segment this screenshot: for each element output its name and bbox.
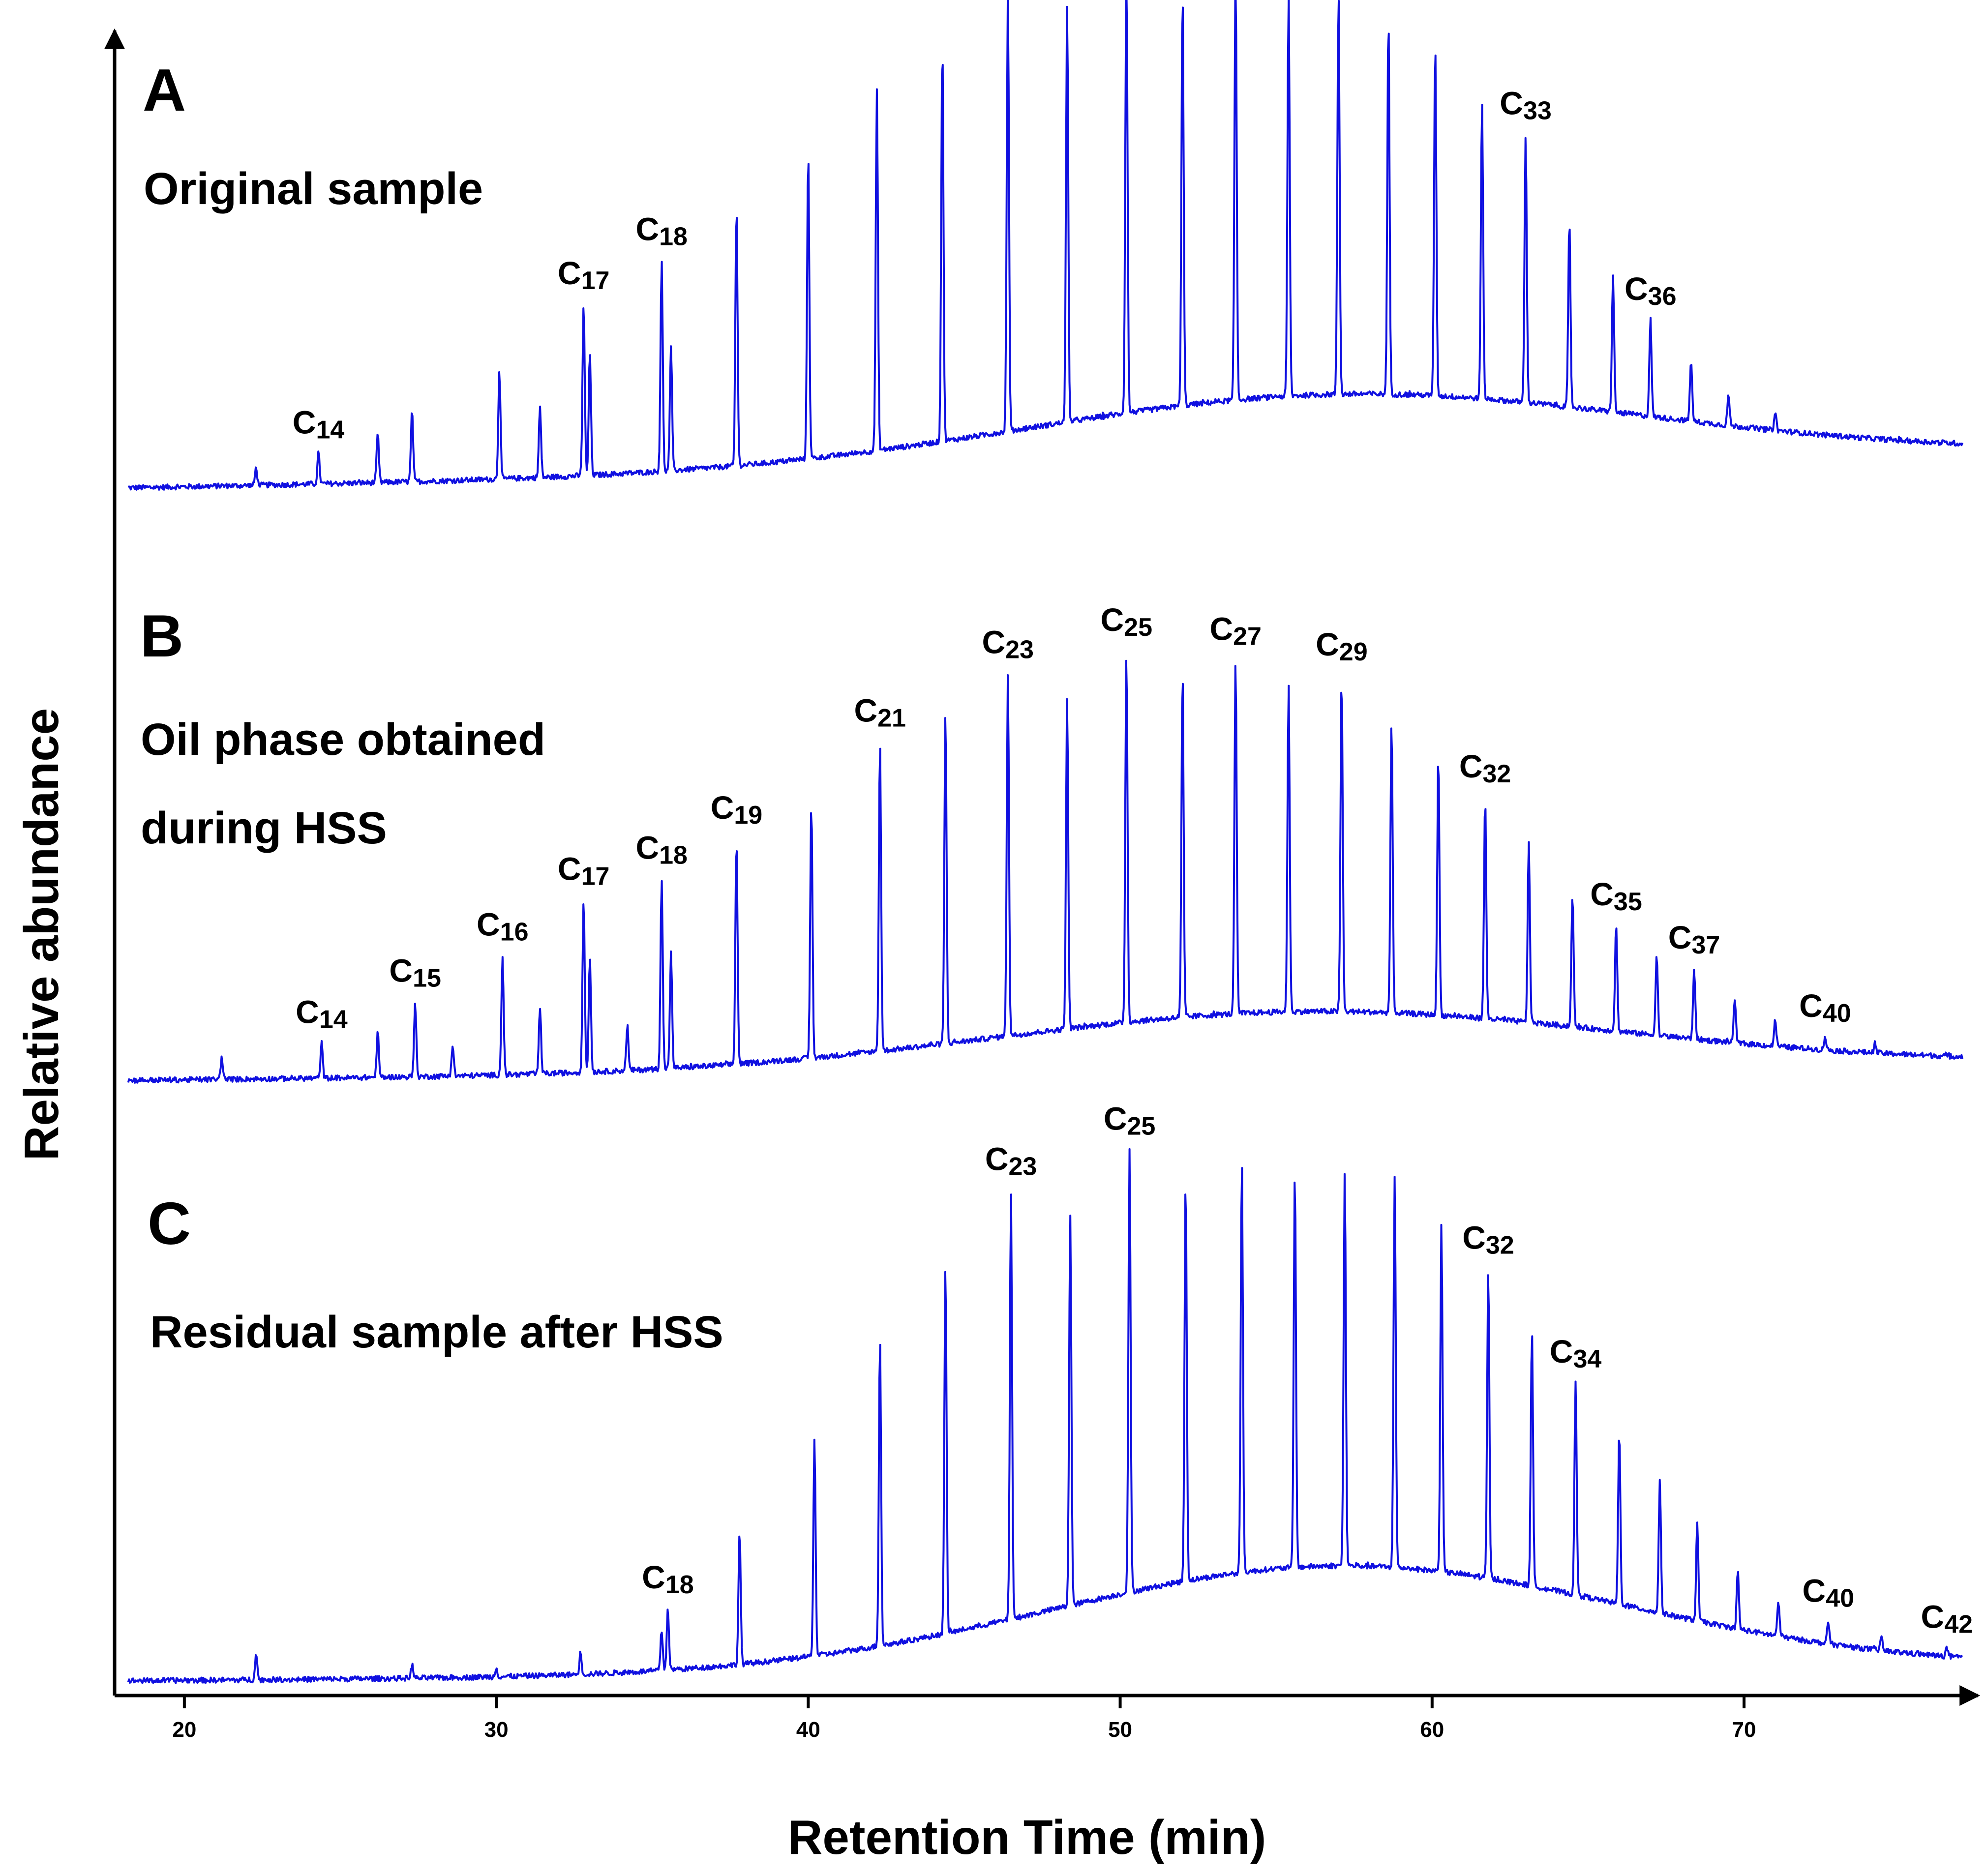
peak-label-b-c35: C35 [1590, 876, 1642, 916]
peak-label-b-c25: C25 [1100, 601, 1152, 642]
peak-label-b-c37: C37 [1668, 919, 1720, 959]
panel-c-letter: C [148, 1190, 191, 1257]
peak-label-a-c18: C18 [635, 211, 688, 251]
peak-label-b-c23: C23 [982, 624, 1034, 664]
peak-label-a-c33: C33 [1500, 85, 1552, 125]
peak-label-c-c42: C42 [1921, 1598, 1973, 1638]
peak-label-b-c14: C14 [296, 993, 348, 1034]
peak-label-b-c18: C18 [635, 829, 688, 869]
panel-b-letter: B [140, 602, 183, 669]
x-tick-label-20: 20 [172, 1718, 196, 1742]
panel-c-description: Residual sample after HSS [150, 1307, 723, 1357]
peak-label-c-c23: C23 [985, 1141, 1037, 1181]
traces-layer [127, 0, 1963, 1684]
peak-label-c-c18: C18 [642, 1559, 694, 1599]
panel-a-letter: A [143, 57, 186, 123]
peak-label-c-c25: C25 [1104, 1101, 1156, 1141]
peak-label-b-c15: C15 [389, 953, 441, 993]
peak-label-b-c32: C32 [1459, 748, 1511, 788]
x-tick-label-60: 60 [1420, 1718, 1444, 1742]
peak-label-b-c19: C19 [711, 789, 763, 830]
panel-b-description: during HSS [141, 803, 387, 853]
panel-a-description: Original sample [144, 164, 483, 214]
x-tick-label-50: 50 [1108, 1718, 1132, 1742]
y-axis-title: Relative abundance [14, 708, 68, 1161]
peak-label-c-c40: C40 [1803, 1573, 1855, 1613]
peak-label-b-c27: C27 [1209, 610, 1262, 651]
x-tick-label-30: 30 [484, 1718, 509, 1742]
peak-label-a-c36: C36 [1625, 270, 1677, 311]
peak-label-b-c16: C16 [477, 906, 529, 947]
peak-label-b-c29: C29 [1316, 626, 1368, 666]
peak-label-b-c40: C40 [1799, 987, 1851, 1028]
peak-label-a-c14: C14 [293, 404, 345, 444]
trace-c [127, 1148, 1963, 1684]
peak-label-b-c21: C21 [854, 692, 906, 732]
trace-a [127, 0, 1963, 491]
peak-label-c-c34: C34 [1550, 1333, 1602, 1373]
panel-b-description: Oil phase obtained [141, 715, 545, 765]
x-axis-title: Retention Time (min) [788, 1810, 1266, 1864]
x-tick-label-70: 70 [1732, 1718, 1756, 1742]
x-axis-ticks: 20 30 40 50 60 70 [172, 1696, 1756, 1742]
trace-b [127, 659, 1963, 1084]
peak-label-a-c17: C17 [558, 255, 610, 295]
peak-label-c-c32: C32 [1462, 1220, 1514, 1260]
x-tick-label-40: 40 [796, 1718, 820, 1742]
labels-layer: A Original sample C14 C17 C18 C25 C29 C33 C36 B Oi… [140, 57, 1973, 1638]
peak-label-b-c17: C17 [558, 851, 610, 891]
